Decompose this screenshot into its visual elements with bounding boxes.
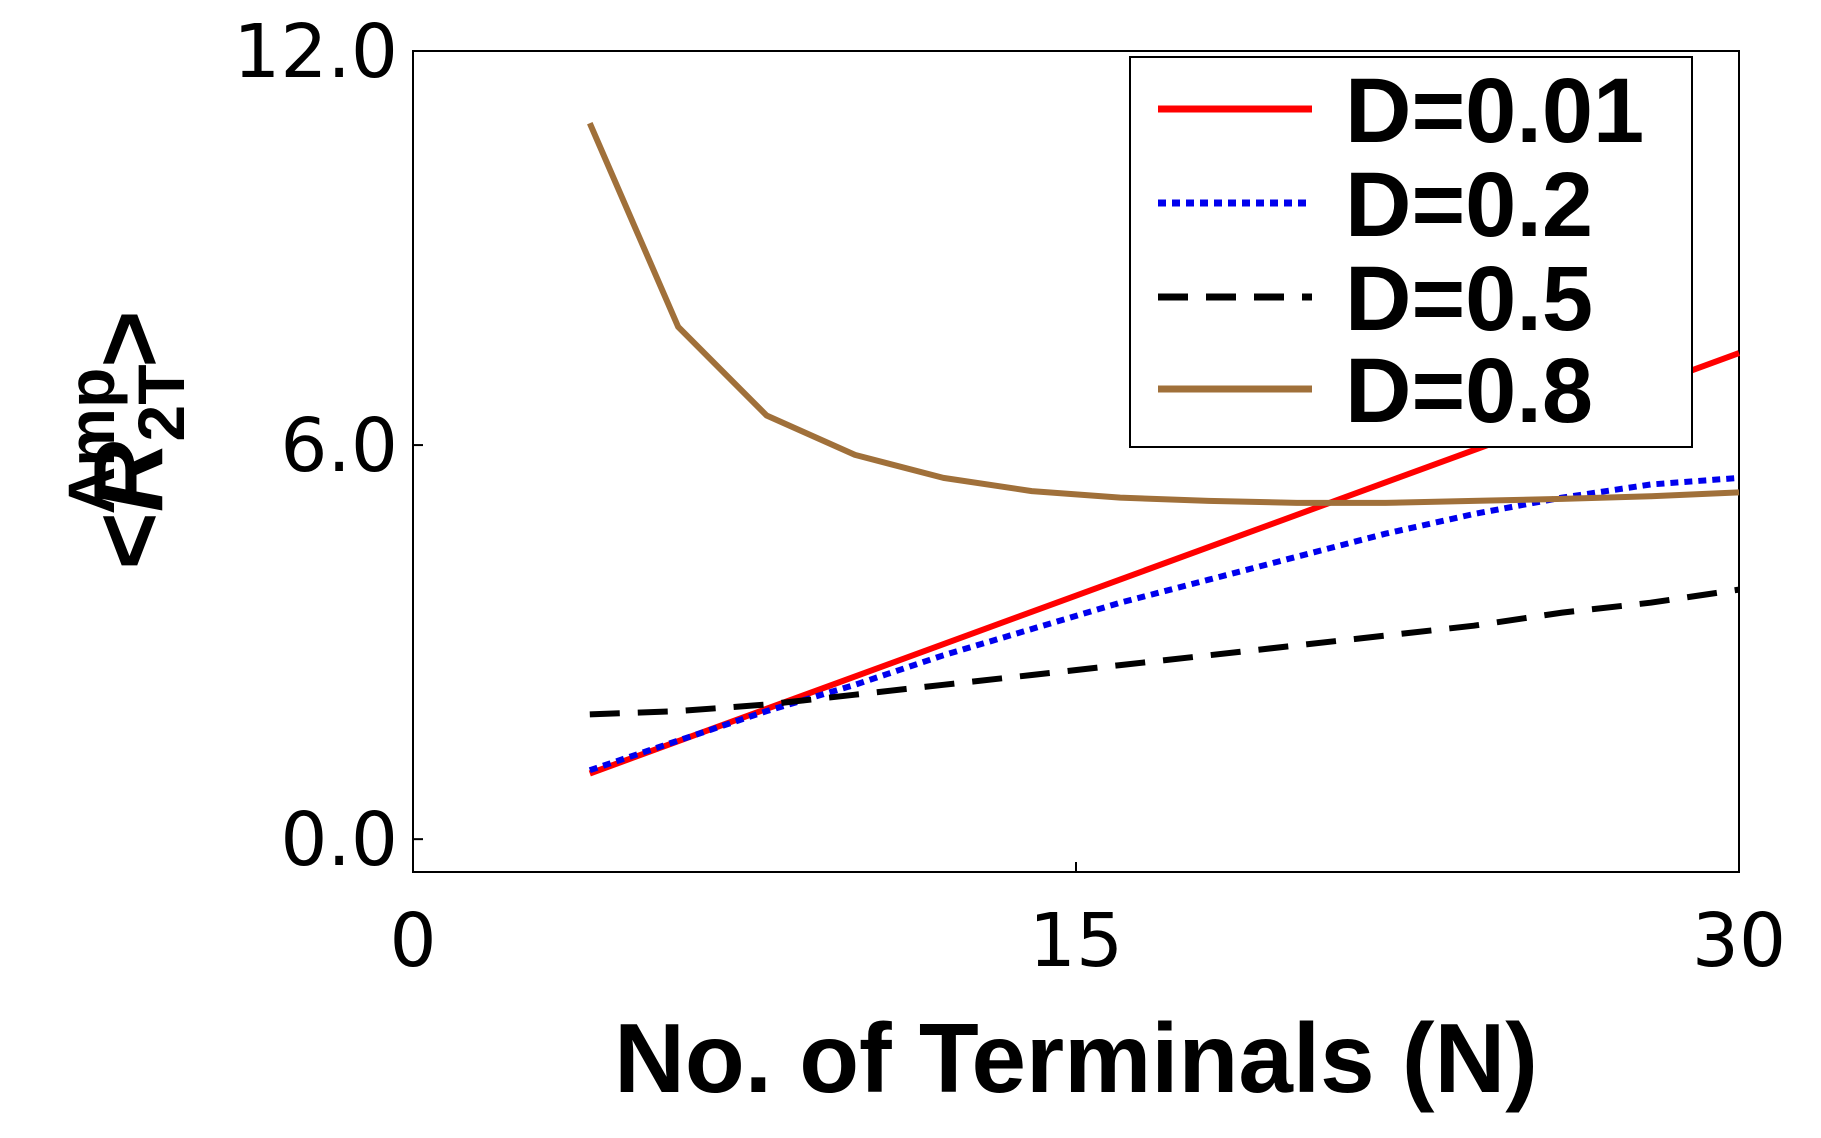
legend-label: D=0.01: [1345, 60, 1644, 162]
legend-box: [1129, 56, 1693, 448]
svg-text:<R2TAmp>: <R2TAmp>: [54, 310, 198, 569]
y-axis-title: <R2TAmp>: [54, 310, 198, 569]
legend: D=0.01D=0.2D=0.5D=0.8: [1129, 56, 1693, 448]
y-axis-title-close: >: [73, 310, 183, 367]
legend-label: D=0.5: [1345, 248, 1593, 350]
x-axis-title: No. of Terminals (N): [614, 1003, 1538, 1113]
legend-items: D=0.01D=0.2D=0.5D=0.8: [1158, 60, 1644, 442]
axis-ticks: [412, 50, 1740, 872]
y-axis-title-superscript: Amp: [54, 368, 128, 515]
x-tick-label: 15: [1029, 898, 1123, 984]
y-axis-title-open: <: [73, 512, 183, 569]
y-axis-title-subscript: 2T: [124, 365, 198, 442]
y-tick-label: 6.0: [280, 403, 398, 489]
legend-label: D=0.2: [1345, 154, 1593, 256]
legend-label: D=0.8: [1345, 340, 1593, 442]
y-tick-label: 12.0: [233, 9, 398, 95]
series-line-D=0.5: [589, 586, 1740, 718]
y-tick-label: 0.0: [280, 797, 398, 883]
y-axis-title-symbol: R: [73, 441, 183, 512]
x-tick-label: 0: [389, 898, 436, 984]
series-line-D=0.8: [587, 122, 1740, 506]
x-tick-label: 30: [1692, 898, 1786, 984]
tick-labels: 0 15 30 0.0 6.0 12.0: [233, 9, 1786, 984]
